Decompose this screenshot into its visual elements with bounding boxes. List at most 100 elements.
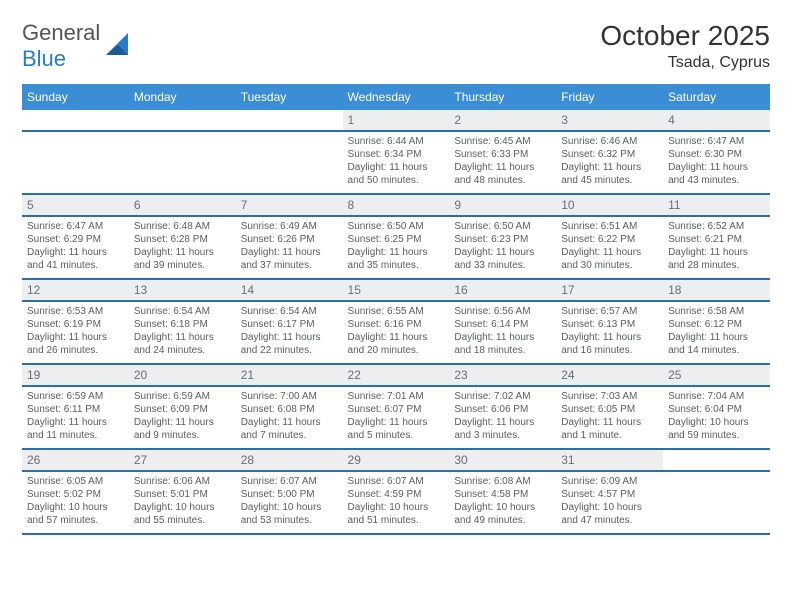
sunrise-line: Sunrise: 7:00 AM [241,390,338,403]
sunrise-line: Sunrise: 7:03 AM [561,390,658,403]
sunset-line: Sunset: 6:23 PM [454,233,551,246]
sunset-line: Sunset: 4:58 PM [454,488,551,501]
sunset-line: Sunset: 6:21 PM [668,233,765,246]
sunset-line: Sunset: 6:13 PM [561,318,658,331]
sunset-line: Sunset: 6:16 PM [348,318,445,331]
sunrise-line: Sunrise: 6:53 AM [27,305,124,318]
daylight-line: Daylight: 10 hours and 59 minutes. [668,416,765,442]
sunrise-line: Sunrise: 7:01 AM [348,390,445,403]
logo-text: General Blue [22,20,100,72]
sunrise-line: Sunrise: 6:57 AM [561,305,658,318]
daylight-line: Daylight: 11 hours and 18 minutes. [454,331,551,357]
weekday-header: Thursday [449,84,556,110]
day-number-row: 12131415161718 [22,279,770,301]
sunset-line: Sunset: 6:32 PM [561,148,658,161]
sunrise-line: Sunrise: 6:47 AM [668,135,765,148]
day-content-cell: Sunrise: 6:57 AMSunset: 6:13 PMDaylight:… [556,301,663,364]
day-number-cell: 12 [22,279,129,301]
day-number-cell: 31 [556,449,663,471]
day-number-cell: 5 [22,194,129,216]
day-number-cell [663,449,770,471]
day-number-cell [129,110,236,131]
sunset-line: Sunset: 6:17 PM [241,318,338,331]
day-number-row: 262728293031 [22,449,770,471]
day-content-cell: Sunrise: 7:02 AMSunset: 6:06 PMDaylight:… [449,386,556,449]
day-content-cell: Sunrise: 6:09 AMSunset: 4:57 PMDaylight:… [556,471,663,534]
sunset-line: Sunset: 6:05 PM [561,403,658,416]
day-content-cell: Sunrise: 6:51 AMSunset: 6:22 PMDaylight:… [556,216,663,279]
header: General Blue October 2025 Tsada, Cyprus [22,20,770,72]
daylight-line: Daylight: 10 hours and 51 minutes. [348,501,445,527]
sunset-line: Sunset: 6:30 PM [668,148,765,161]
day-content-cell: Sunrise: 7:03 AMSunset: 6:05 PMDaylight:… [556,386,663,449]
day-content-cell: Sunrise: 6:50 AMSunset: 6:23 PMDaylight:… [449,216,556,279]
daylight-line: Daylight: 11 hours and 14 minutes. [668,331,765,357]
sunrise-line: Sunrise: 6:09 AM [561,475,658,488]
daylight-line: Daylight: 11 hours and 24 minutes. [134,331,231,357]
calendar-table: SundayMondayTuesdayWednesdayThursdayFrid… [22,84,770,535]
day-content-cell: Sunrise: 6:59 AMSunset: 6:09 PMDaylight:… [129,386,236,449]
daylight-line: Daylight: 11 hours and 1 minute. [561,416,658,442]
daylight-line: Daylight: 10 hours and 57 minutes. [27,501,124,527]
sunrise-line: Sunrise: 6:49 AM [241,220,338,233]
weekday-header: Sunday [22,84,129,110]
day-number-cell: 26 [22,449,129,471]
sunrise-line: Sunrise: 6:44 AM [348,135,445,148]
day-number-cell: 16 [449,279,556,301]
sunset-line: Sunset: 6:25 PM [348,233,445,246]
day-number-cell: 24 [556,364,663,386]
day-content-cell: Sunrise: 7:00 AMSunset: 6:08 PMDaylight:… [236,386,343,449]
day-content-cell: Sunrise: 6:58 AMSunset: 6:12 PMDaylight:… [663,301,770,364]
sunrise-line: Sunrise: 6:05 AM [27,475,124,488]
sunset-line: Sunset: 6:29 PM [27,233,124,246]
sunrise-line: Sunrise: 7:04 AM [668,390,765,403]
day-content-cell: Sunrise: 6:54 AMSunset: 6:18 PMDaylight:… [129,301,236,364]
sunrise-line: Sunrise: 6:59 AM [134,390,231,403]
calendar-head: SundayMondayTuesdayWednesdayThursdayFrid… [22,84,770,110]
daylight-line: Daylight: 11 hours and 22 minutes. [241,331,338,357]
day-number-cell: 30 [449,449,556,471]
day-number-cell: 23 [449,364,556,386]
day-number-row: 567891011 [22,194,770,216]
sunrise-line: Sunrise: 6:06 AM [134,475,231,488]
sunset-line: Sunset: 6:04 PM [668,403,765,416]
day-content-cell: Sunrise: 6:47 AMSunset: 6:30 PMDaylight:… [663,131,770,194]
sunrise-line: Sunrise: 6:54 AM [134,305,231,318]
day-content-cell: Sunrise: 6:46 AMSunset: 6:32 PMDaylight:… [556,131,663,194]
day-content-cell [22,131,129,194]
month-title: October 2025 [600,20,770,52]
sunrise-line: Sunrise: 6:07 AM [241,475,338,488]
sunrise-line: Sunrise: 6:07 AM [348,475,445,488]
day-content-cell: Sunrise: 6:48 AMSunset: 6:28 PMDaylight:… [129,216,236,279]
day-content-cell [663,471,770,534]
sunset-line: Sunset: 6:28 PM [134,233,231,246]
sunset-line: Sunset: 6:19 PM [27,318,124,331]
daylight-line: Daylight: 11 hours and 41 minutes. [27,246,124,272]
sunset-line: Sunset: 6:12 PM [668,318,765,331]
sunrise-line: Sunrise: 6:52 AM [668,220,765,233]
calendar-body: 1234Sunrise: 6:44 AMSunset: 6:34 PMDayli… [22,110,770,534]
day-content-cell: Sunrise: 6:08 AMSunset: 4:58 PMDaylight:… [449,471,556,534]
logo: General Blue [22,20,132,72]
daylight-line: Daylight: 11 hours and 48 minutes. [454,161,551,187]
day-content-row: Sunrise: 6:47 AMSunset: 6:29 PMDaylight:… [22,216,770,279]
daylight-line: Daylight: 11 hours and 16 minutes. [561,331,658,357]
sunrise-line: Sunrise: 6:51 AM [561,220,658,233]
day-number-cell: 27 [129,449,236,471]
daylight-line: Daylight: 11 hours and 33 minutes. [454,246,551,272]
day-content-cell: Sunrise: 6:44 AMSunset: 6:34 PMDaylight:… [343,131,450,194]
daylight-line: Daylight: 10 hours and 53 minutes. [241,501,338,527]
daylight-line: Daylight: 11 hours and 43 minutes. [668,161,765,187]
day-number-cell: 2 [449,110,556,131]
sunset-line: Sunset: 6:33 PM [454,148,551,161]
sunrise-line: Sunrise: 6:50 AM [348,220,445,233]
sunset-line: Sunset: 6:11 PM [27,403,124,416]
logo-word2: Blue [22,46,66,71]
sunset-line: Sunset: 6:07 PM [348,403,445,416]
daylight-line: Daylight: 11 hours and 5 minutes. [348,416,445,442]
day-content-cell: Sunrise: 6:05 AMSunset: 5:02 PMDaylight:… [22,471,129,534]
day-number-cell: 18 [663,279,770,301]
sunset-line: Sunset: 6:09 PM [134,403,231,416]
day-number-cell: 9 [449,194,556,216]
daylight-line: Daylight: 11 hours and 35 minutes. [348,246,445,272]
